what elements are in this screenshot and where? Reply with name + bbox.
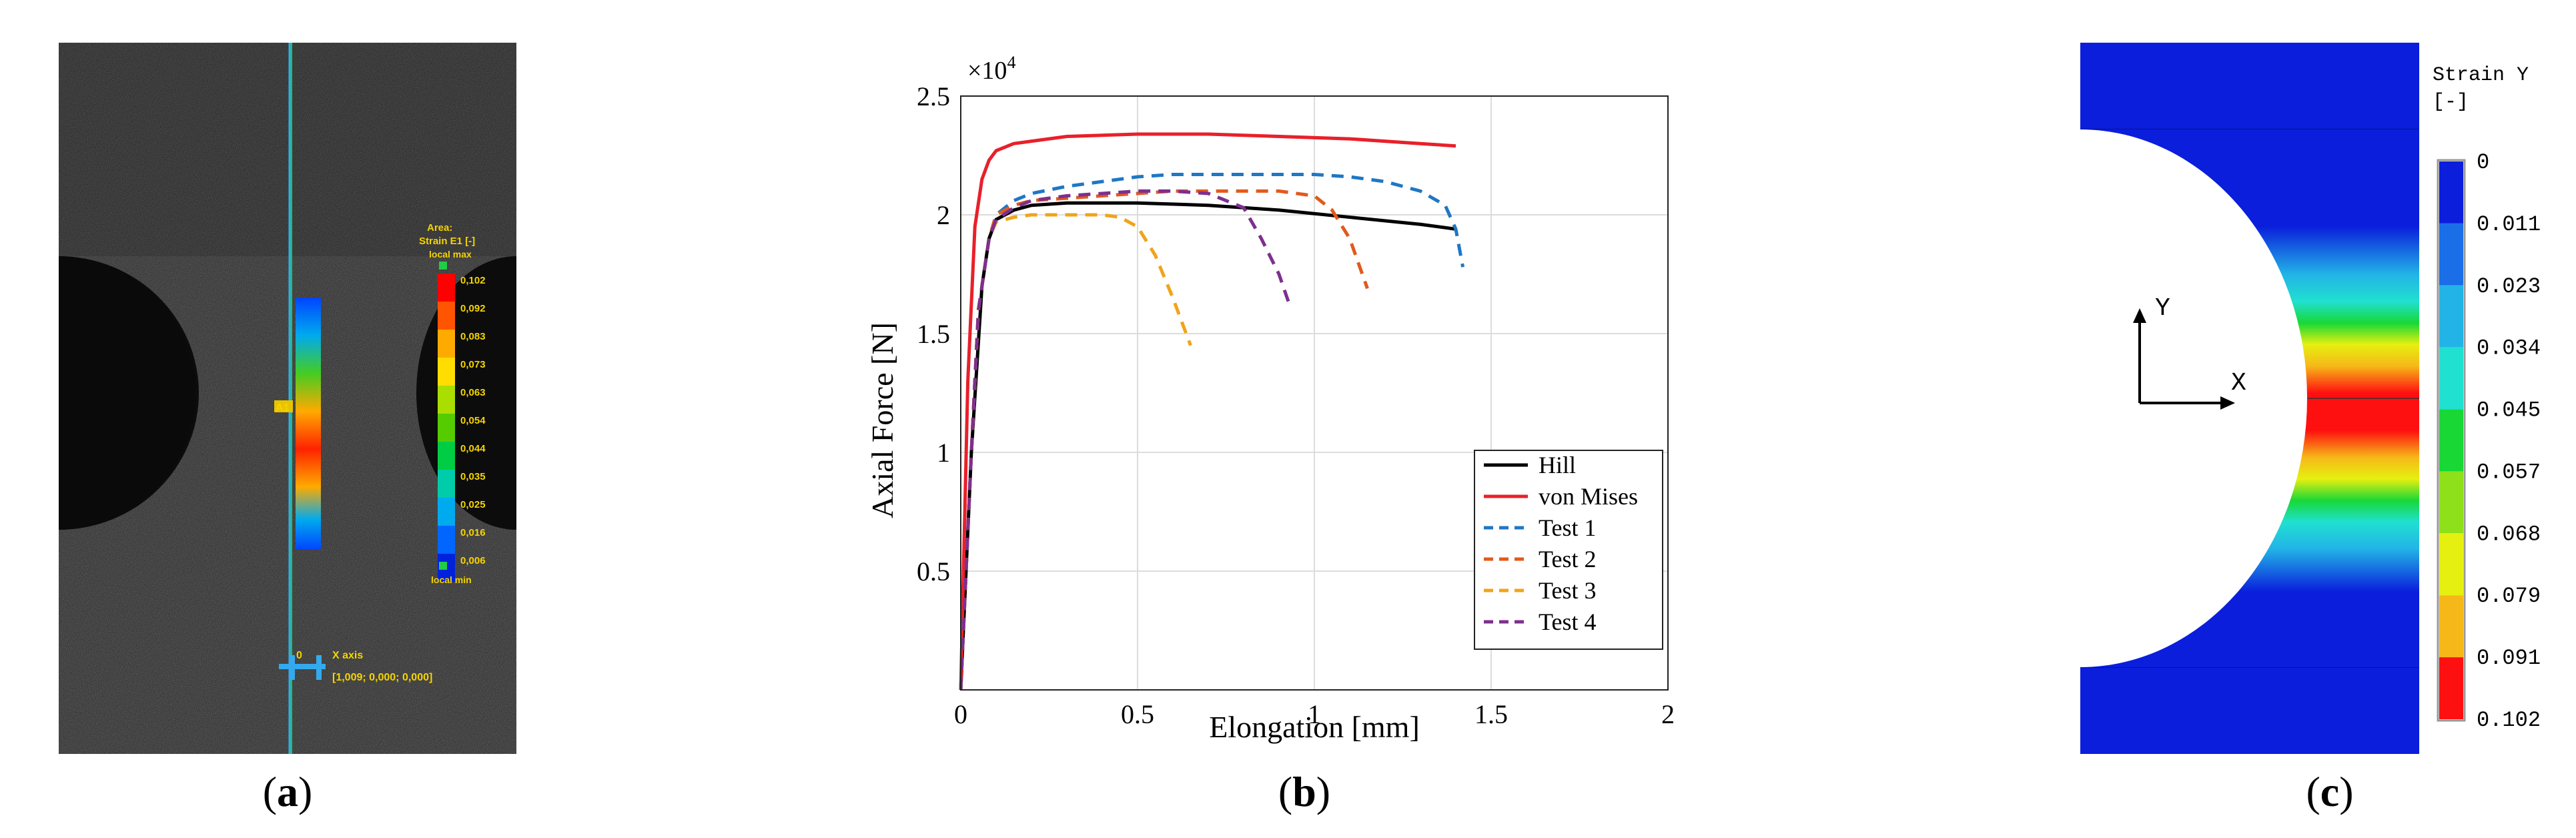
series-test-2 xyxy=(959,189,1369,691)
legend-swatch xyxy=(438,330,455,358)
legend-label: Test 2 xyxy=(1539,546,1596,572)
area-label-1: Area: xyxy=(427,222,452,234)
legend-value: 0,102 xyxy=(460,275,486,286)
x-tick-label: 1 xyxy=(1308,699,1321,729)
bottom-grip xyxy=(2080,667,2419,754)
series-von-mises xyxy=(959,132,1456,691)
strain-strip xyxy=(296,298,321,550)
origin-label: 0 xyxy=(296,650,302,661)
legend-value: 0.079 xyxy=(2477,584,2541,608)
fem-contour: Y X Strain Y [-] 0 0.011 0.023 0.034 0.045 0.… xyxy=(2080,43,2541,754)
legend-value: 0 xyxy=(2477,150,2489,175)
series-test-1 xyxy=(959,172,1465,691)
panel-c: Y X Strain Y [-] 0 0.011 0.023 0.034 0.045 0.… xyxy=(2080,43,2561,754)
legend-value: 0.011 xyxy=(2477,212,2541,237)
legend-swatch xyxy=(438,498,455,526)
series-test-3 xyxy=(959,213,1192,691)
fem-legend: 0 0.011 0.023 0.034 0.045 0.057 0.068 0.079 0.09… xyxy=(2439,150,2541,733)
legend-label: Test 3 xyxy=(1539,577,1596,604)
x-tick-label: 1.5 xyxy=(1474,699,1508,729)
legend-swatch xyxy=(2439,595,2463,658)
legend-value: 0.091 xyxy=(2477,646,2541,671)
legend-swatch xyxy=(2439,657,2463,719)
legend-swatch xyxy=(2439,533,2463,596)
panel-a: A1 0 X axis [1,009; 0,000; 0,000] Area: … xyxy=(59,43,516,754)
gauge-label: A1 xyxy=(276,402,290,414)
legend-value: 0,083 xyxy=(460,331,486,342)
legend-value: 0,006 xyxy=(460,555,486,566)
x-axis-title: Elongation [mm] xyxy=(1209,710,1420,744)
legend-swatch xyxy=(438,414,455,442)
series-test-4 xyxy=(959,189,1292,691)
legend-swatch xyxy=(438,358,455,386)
legend-value: 0,073 xyxy=(460,359,486,370)
x-tick-label: 2 xyxy=(1661,699,1675,729)
legend-swatch xyxy=(2439,285,2463,348)
legend-unit: [-] xyxy=(2433,91,2469,113)
dic-photo: A1 0 X axis [1,009; 0,000; 0,000] Area: … xyxy=(59,43,516,754)
caption-a: (a) xyxy=(262,768,313,815)
legend-value: 0.102 xyxy=(2477,708,2541,733)
legend-label: Test 4 xyxy=(1539,608,1596,635)
caption-b: (b) xyxy=(1278,768,1331,815)
x-axis-label: X axis xyxy=(332,650,363,661)
legend-swatch xyxy=(2439,347,2463,410)
legend-swatch xyxy=(438,442,455,470)
legend-value: 0.034 xyxy=(2477,336,2541,361)
caption-c: (c) xyxy=(2306,768,2354,815)
x-tick-label: 0 xyxy=(954,699,967,729)
y-tick-label: 2.5 xyxy=(917,81,950,111)
y-axis-title: Axial Force [N] xyxy=(865,322,899,518)
line-chart: 0 0.5 1 1.5 2 0.5 1 1.5 2 2.5 ×104 Elongation [mm… xyxy=(865,53,1675,744)
legend-value: 0,035 xyxy=(460,471,486,482)
top-grip xyxy=(2080,43,2419,129)
axis-y-label: Y xyxy=(2155,294,2170,323)
local-max-label: local max xyxy=(429,249,472,260)
series-hill xyxy=(959,201,1456,691)
legend-value: 0,044 xyxy=(460,443,486,454)
panel-b: 0 0.5 1 1.5 2 0.5 1 1.5 2 2.5 ×104 Elongation [mm… xyxy=(854,40,1721,761)
legend-label: Hill xyxy=(1539,452,1576,478)
legend-value: 0.045 xyxy=(2477,398,2541,423)
legend-swatch xyxy=(438,274,455,302)
legend-label: von Mises xyxy=(1539,483,1638,510)
legend-value: 0,063 xyxy=(460,387,486,398)
x-axis-vector: [1,009; 0,000; 0,000] xyxy=(332,672,432,683)
legend-value: 0.068 xyxy=(2477,522,2541,546)
legend-title: Strain Y xyxy=(2433,64,2529,87)
x-tick-label: 0.5 xyxy=(1121,699,1154,729)
y-tick-label: 2 xyxy=(937,200,950,230)
legend-swatch xyxy=(438,302,455,330)
legend-swatch xyxy=(438,470,455,498)
legend: Hill von Mises Test 1 Test 2 Test 3 Test 4 xyxy=(1474,450,1663,650)
legend-box xyxy=(1474,450,1663,650)
legend-value: 0,016 xyxy=(460,527,486,538)
legend-swatch xyxy=(2439,223,2463,286)
legend-value: 0,092 xyxy=(460,303,486,314)
legend-swatch xyxy=(438,526,455,554)
legend-swatch xyxy=(438,386,455,414)
y-tick-label: 1.5 xyxy=(917,319,950,349)
y-tick-label: 1 xyxy=(937,438,950,468)
y-tick-label: 0.5 xyxy=(917,556,950,586)
legend-swatch xyxy=(2439,161,2463,224)
y-multiplier: ×104 xyxy=(967,53,1015,85)
legend-value: 0.057 xyxy=(2477,460,2541,484)
legend-value: 0.023 xyxy=(2477,274,2541,299)
axis-x-label: X xyxy=(2231,369,2246,398)
area-label-2: Strain E1 [-] xyxy=(419,236,475,247)
notch xyxy=(2080,129,2307,667)
dic-legend: 0,102 0,092 0,083 0,073 0,063 0,054 0,044 0,035… xyxy=(438,274,486,582)
legend-label: Test 1 xyxy=(1539,514,1596,541)
legend-swatch xyxy=(2439,471,2463,534)
local-min-label: local min xyxy=(431,574,472,585)
legend-swatch xyxy=(2439,409,2463,472)
legend-value: 0,054 xyxy=(460,415,486,426)
legend-value: 0,025 xyxy=(460,499,486,510)
